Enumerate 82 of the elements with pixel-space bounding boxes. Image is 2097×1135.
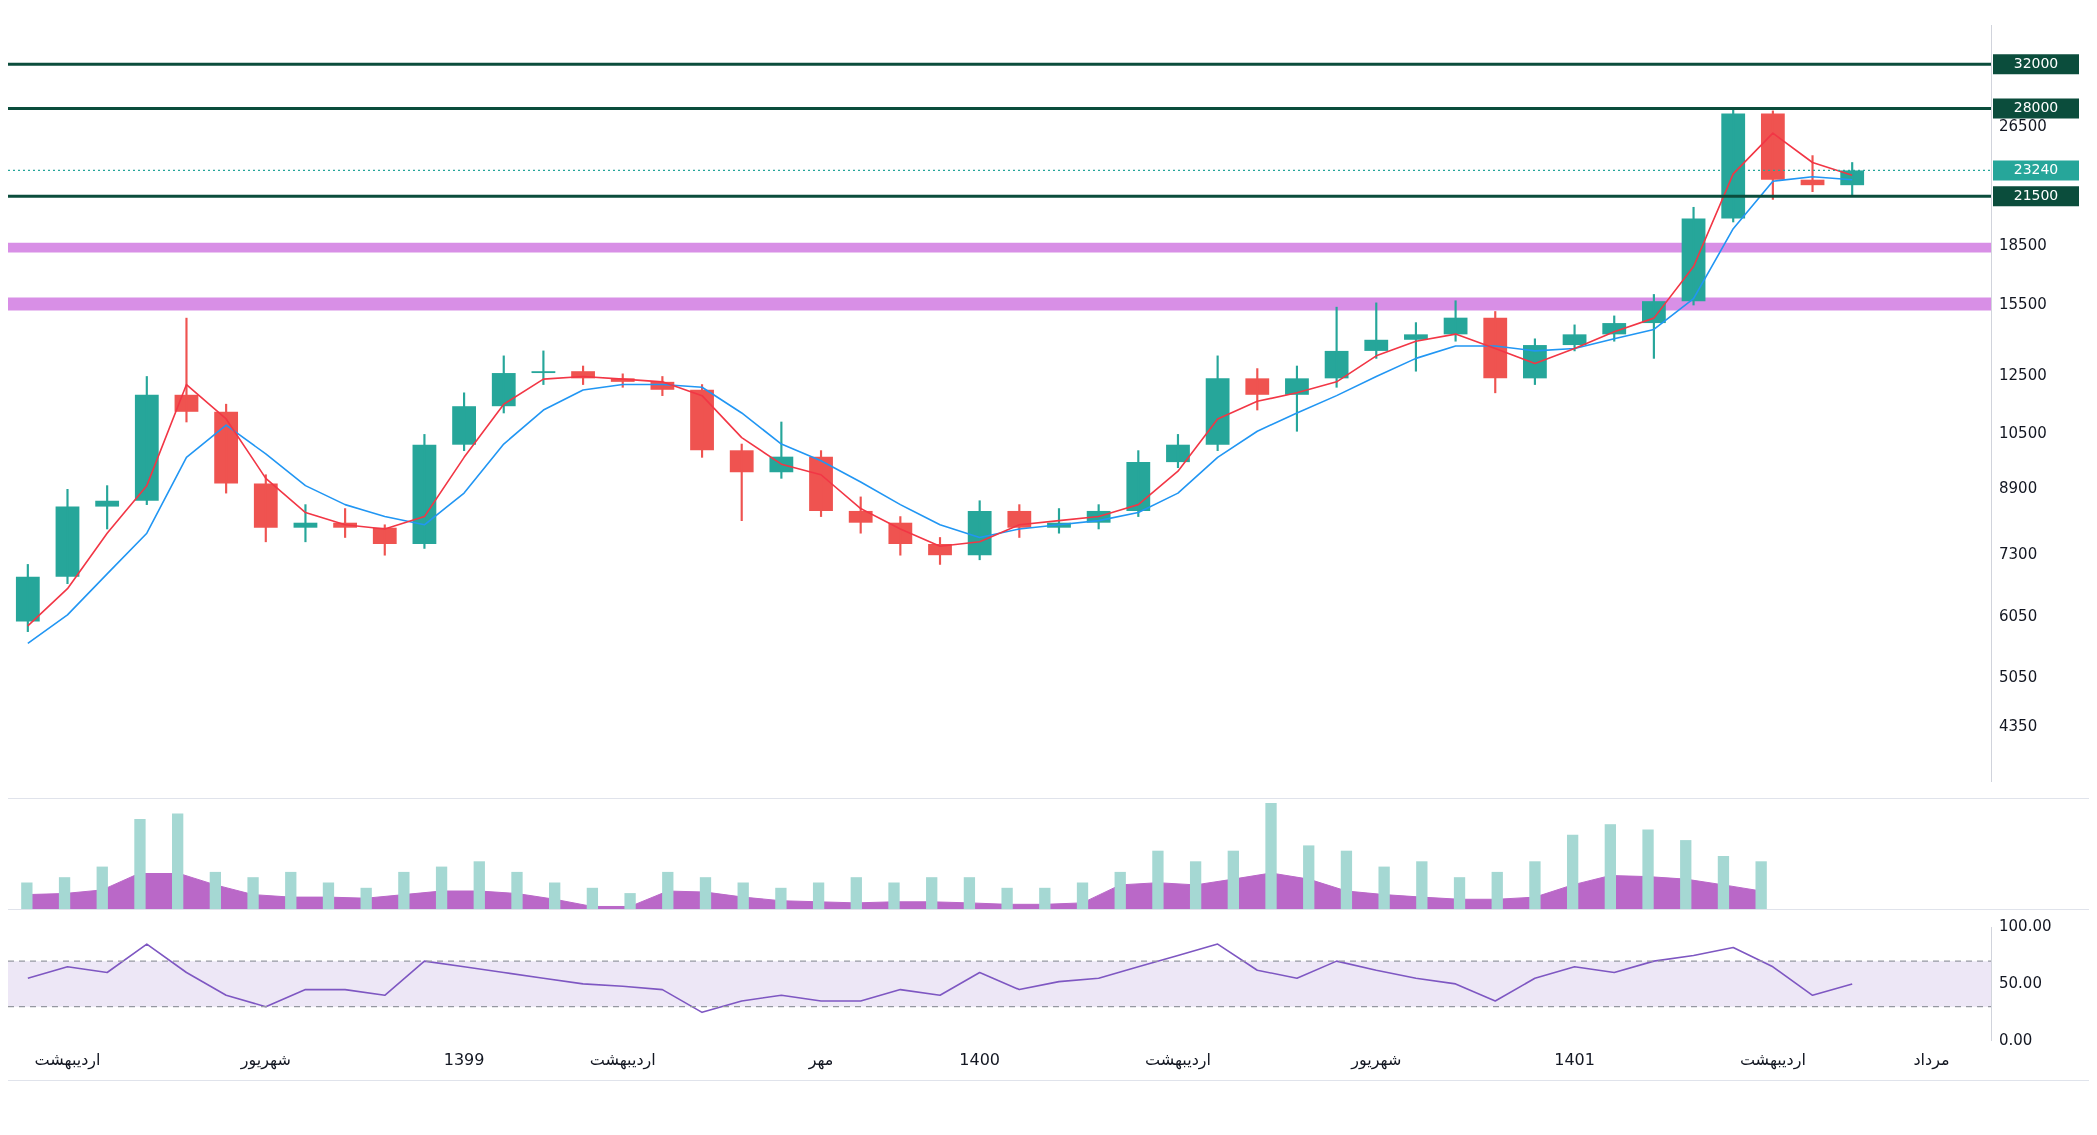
- candlestick: [452, 392, 476, 451]
- bar: [1340, 850, 1353, 909]
- bar: [1114, 871, 1126, 909]
- bar: [1378, 866, 1390, 909]
- bar: [435, 866, 448, 909]
- bar: [1076, 882, 1089, 909]
- candlestick: [253, 474, 278, 543]
- candlestick: [1205, 355, 1230, 451]
- x-tick-label: شهریور: [1350, 1049, 1402, 1070]
- bar: [1189, 861, 1202, 909]
- bar: [1001, 887, 1013, 909]
- y-tick-label: 0.00: [1999, 1030, 2033, 1049]
- bar: [322, 882, 335, 909]
- bar: [737, 882, 749, 909]
- bar: [1265, 803, 1277, 909]
- y-tick-label: 10500: [1999, 424, 2047, 443]
- x-tick-label: اردیبهشت: [34, 1049, 101, 1070]
- x-tick-label: اردیبهشت: [589, 1049, 656, 1070]
- candlestick: [15, 564, 40, 632]
- bar: [926, 877, 938, 909]
- x-tick-label: اردیبهشت: [1739, 1049, 1806, 1070]
- bar: [586, 887, 599, 909]
- bar: [549, 882, 561, 909]
- bar: [1529, 861, 1541, 909]
- bar: [1227, 850, 1239, 909]
- ref-line-label: 32000: [2013, 54, 2059, 71]
- bar: [209, 871, 222, 909]
- bar: [1604, 824, 1616, 909]
- y-tick-label: 7300: [1999, 545, 2038, 564]
- bar: [58, 877, 71, 909]
- bar: [1416, 861, 1428, 909]
- x-tick-label: مرداد: [1913, 1049, 1950, 1070]
- ref-line-label: 21500: [2013, 186, 2059, 203]
- bar: [1566, 834, 1579, 909]
- bar: [511, 871, 523, 909]
- y-tick-label: 18500: [1999, 236, 2047, 255]
- y-tick-label: 100.00: [1999, 916, 2052, 935]
- x-tick-label: مهر: [807, 1049, 834, 1070]
- bar: [96, 866, 108, 909]
- bar: [1453, 877, 1466, 909]
- bar: [134, 818, 146, 909]
- y-tick-label: 50.00: [1999, 973, 2042, 992]
- y-tick-label: 8900: [1999, 479, 2038, 498]
- bar: [963, 877, 976, 909]
- bar: [398, 871, 410, 909]
- candlestick: [134, 376, 159, 505]
- bar: [888, 882, 900, 909]
- y-tick-label: 5050: [1999, 667, 2038, 686]
- x-tick-label: 1399: [443, 1049, 485, 1069]
- y-tick-label: 15500: [1999, 294, 2047, 313]
- bar: [172, 813, 184, 909]
- bar: [1717, 856, 1730, 909]
- bar: [850, 877, 862, 909]
- ref-line-label: 28000: [2013, 99, 2059, 116]
- ref-line-label: 23240: [2013, 161, 2059, 178]
- bar: [662, 871, 674, 909]
- bar: [1642, 829, 1654, 909]
- bar: [1491, 871, 1503, 909]
- bar: [473, 861, 485, 909]
- bar: [1152, 850, 1164, 909]
- x-tick-label: 1400: [959, 1049, 1001, 1069]
- bar: [1039, 887, 1051, 909]
- bar: [1755, 861, 1767, 909]
- y-tick-label: 26500: [1999, 116, 2047, 135]
- x-tick-label: شهریور: [239, 1049, 291, 1070]
- bar: [699, 877, 712, 909]
- x-tick-label: 1401: [1554, 1049, 1595, 1069]
- y-tick-label: 12500: [1999, 366, 2047, 385]
- bar: [775, 887, 787, 909]
- x-tick-label: اردیبهشت: [1145, 1049, 1211, 1070]
- y-tick-label: 6050: [1999, 607, 2038, 626]
- bar: [285, 871, 297, 909]
- bar: [812, 882, 825, 909]
- candlestick: [729, 443, 754, 521]
- candlestick: [95, 485, 120, 530]
- bar: [624, 893, 636, 909]
- bar: [360, 887, 372, 909]
- bar: [247, 877, 259, 909]
- y-tick-label: 4350: [1999, 717, 2038, 736]
- bar: [1680, 840, 1692, 909]
- bar: [21, 882, 33, 909]
- bar: [1303, 845, 1315, 909]
